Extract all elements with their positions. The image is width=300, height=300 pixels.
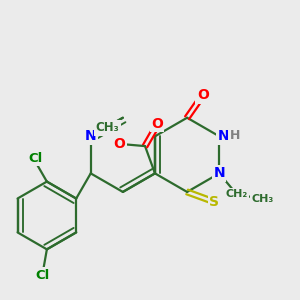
Text: Cl: Cl [36, 269, 50, 282]
Text: N: N [85, 129, 97, 143]
Text: O: O [197, 88, 209, 102]
Text: CH₃: CH₃ [96, 122, 119, 134]
Text: H: H [230, 129, 240, 142]
Text: O: O [151, 116, 163, 130]
Text: S: S [209, 195, 219, 209]
Text: O: O [113, 137, 125, 151]
Text: Cl: Cl [28, 152, 43, 165]
Text: CH₂: CH₂ [226, 189, 248, 200]
Text: N: N [218, 129, 229, 143]
Text: N: N [213, 167, 225, 180]
Text: CH₃: CH₃ [251, 194, 273, 204]
